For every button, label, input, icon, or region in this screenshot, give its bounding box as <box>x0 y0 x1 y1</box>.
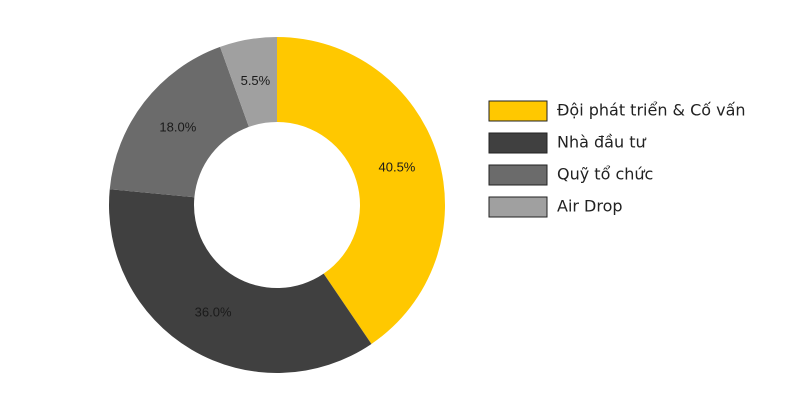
legend-swatch <box>488 132 548 154</box>
legend-label: Nhà đầu tư <box>557 133 646 152</box>
legend-label: Air Drop <box>557 197 623 216</box>
legend-label: Đội phát triển & Cố vấn <box>557 101 746 120</box>
donut-segment <box>277 37 446 344</box>
donut-segment <box>220 37 277 127</box>
value-label: 18.0% <box>159 120 196 135</box>
legend-label: Quỹ tổ chức <box>557 165 653 184</box>
donut-segment <box>109 46 249 198</box>
value-label: 36.0% <box>195 304 232 319</box>
value-label: 40.5% <box>379 160 416 175</box>
legend-swatch <box>488 196 548 218</box>
legend-swatch <box>488 100 548 122</box>
legend-swatch <box>488 164 548 186</box>
donut-segment <box>109 189 372 374</box>
value-label: 5.5% <box>241 73 271 88</box>
